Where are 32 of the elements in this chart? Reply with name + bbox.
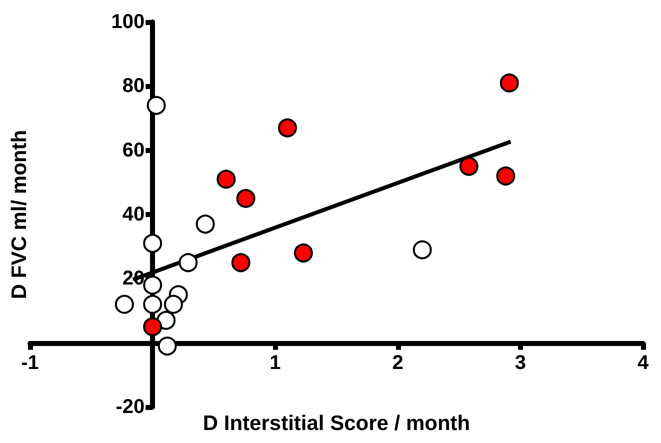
point [278,118,297,138]
x-axis-title: D Interstitial Score / month [202,412,470,435]
point [294,244,313,262]
x-tick-label: 3 [514,352,526,374]
x-tick-label: 4 [637,352,650,374]
y-tick-label: 40 [122,204,145,226]
point [143,317,162,336]
y-axis-title: D FVC ml/ month [8,130,31,300]
point [143,234,162,253]
point [236,188,256,208]
point [114,294,134,314]
y-tick-label: 100 [111,11,145,33]
point [164,294,183,314]
point [143,294,162,314]
point [412,240,432,260]
x-tick-label: -1 [21,352,39,374]
point [158,336,177,356]
x-tick-label: 2 [392,352,404,374]
point [216,170,236,189]
point [178,253,198,272]
point [146,96,166,115]
y-tick-label: 60 [122,139,145,162]
point [459,156,478,176]
y-tick-label: -20 [116,396,145,418]
point [231,253,250,272]
point [196,214,215,234]
y-tick-label: 80 [122,75,145,98]
point [496,166,516,186]
point [143,276,162,295]
point [500,73,519,92]
point [156,310,176,330]
x-tick-label: 1 [270,352,281,374]
